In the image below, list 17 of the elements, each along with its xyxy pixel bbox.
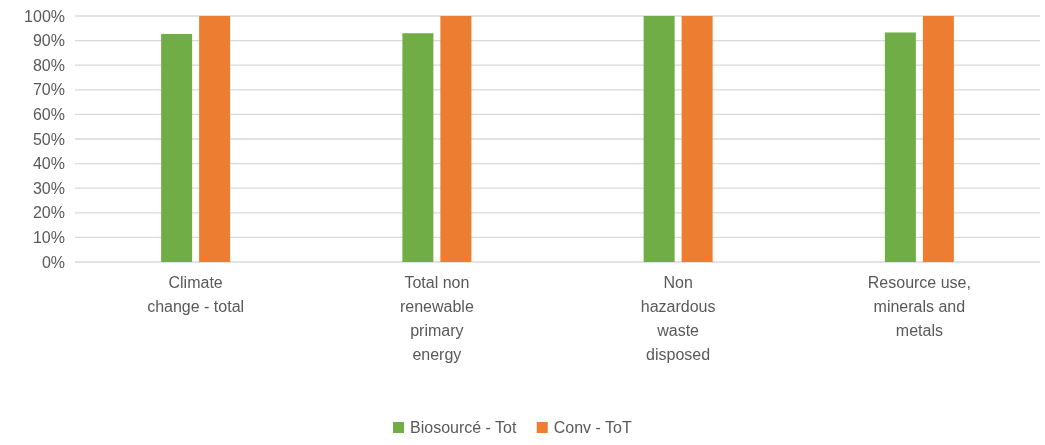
- y-tick-label: 0%: [41, 253, 65, 271]
- y-tick-label: 100%: [24, 7, 65, 25]
- y-tick-label: 90%: [32, 32, 65, 50]
- legend-label: Conv - ToT: [553, 419, 632, 436]
- y-tick-label: 50%: [32, 130, 65, 148]
- x-tick-label: Climate change - total: [147, 274, 245, 315]
- y-tick-label: 20%: [32, 204, 65, 222]
- x-tick-label: Total non renewable primary energy: [399, 274, 474, 363]
- y-tick-label: 60%: [32, 106, 65, 123]
- legend-label: Biosourcé - Tot: [410, 419, 517, 436]
- y-tick-label: 70%: [32, 81, 65, 99]
- x-tick-label: Non hazardous waste disposed: [640, 274, 716, 363]
- y-tick-label: 80%: [32, 56, 65, 74]
- y-tick-label: 40%: [32, 155, 65, 173]
- y-tick-label: 10%: [32, 229, 65, 246]
- x-tick-label: Resource use, minerals and metals: [867, 274, 971, 339]
- y-tick-label: 30%: [32, 179, 65, 197]
